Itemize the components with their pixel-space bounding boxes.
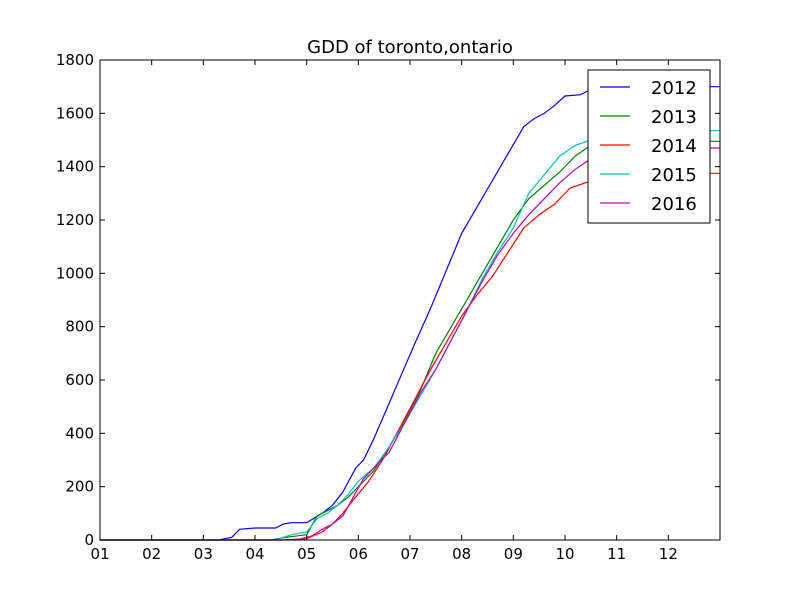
y-tick-label: 200 — [65, 478, 94, 496]
x-axis: 01 02 03 04 05 06 07 08 09 10 11 12 — [90, 60, 678, 563]
legend-label: 2016 — [651, 194, 697, 215]
y-tick-label: 1400 — [56, 158, 94, 176]
x-tick-label: 07 — [400, 545, 419, 563]
y-tick-label: 800 — [65, 318, 94, 336]
series-line-2013 — [100, 140, 720, 541]
x-tick-label: 12 — [659, 545, 678, 563]
x-tick-label: 04 — [245, 545, 264, 563]
chart-title: GDD of toronto,ontario — [307, 37, 513, 58]
y-axis: 0 200 400 600 800 1000 1200 1400 1600 1800 — [56, 51, 720, 549]
y-tick-label: 600 — [65, 371, 94, 389]
y-tick-label: 1200 — [56, 211, 94, 229]
series-line-2016 — [100, 147, 720, 541]
x-tick-label: 01 — [90, 545, 109, 563]
legend-label: 2015 — [651, 165, 697, 186]
x-tick-label: 09 — [504, 545, 523, 563]
y-tick-label: 1600 — [56, 104, 94, 122]
series-line-2012 — [100, 86, 720, 541]
legend-label: 2013 — [651, 107, 697, 128]
x-tick-label: 03 — [194, 545, 213, 563]
x-tick-label: 06 — [349, 545, 368, 563]
x-tick-label: 11 — [607, 545, 626, 563]
x-tick-label: 10 — [555, 545, 574, 563]
x-tick-label: 08 — [452, 545, 471, 563]
y-tick-label: 0 — [84, 531, 94, 549]
y-tick-label: 1800 — [56, 51, 94, 69]
legend-label: 2012 — [651, 78, 697, 99]
x-tick-label: 02 — [142, 545, 161, 563]
series-layer — [100, 86, 720, 541]
y-tick-label: 400 — [65, 424, 94, 442]
x-tick-label: 05 — [297, 545, 316, 563]
legend-label: 2014 — [651, 136, 697, 157]
legend-box — [587, 69, 711, 224]
y-tick-label: 1000 — [56, 264, 94, 282]
legend: 2012 2013 2014 2015 2016 — [587, 69, 711, 224]
